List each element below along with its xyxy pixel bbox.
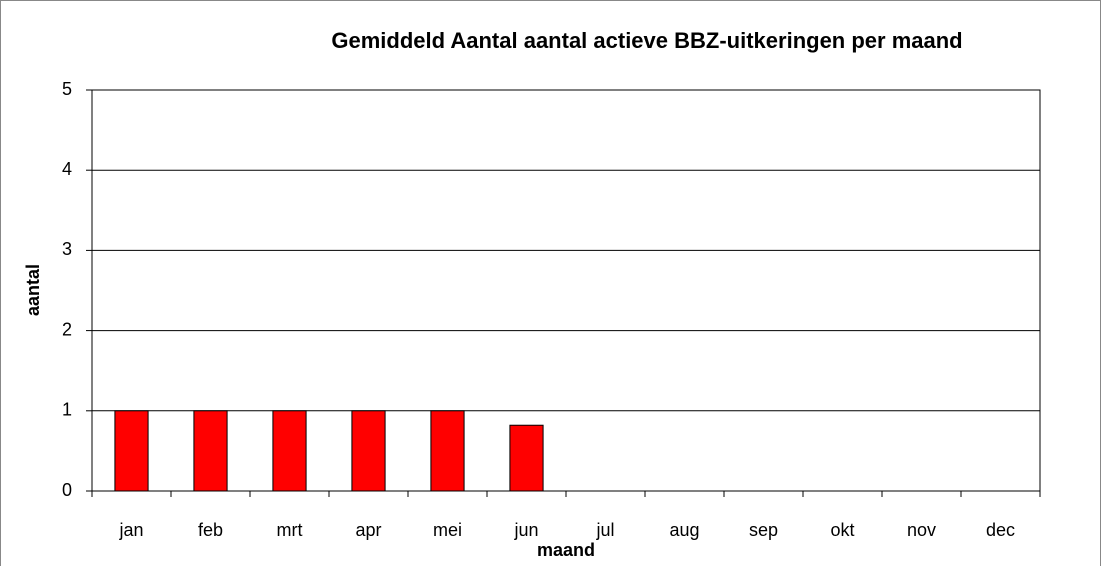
y-axis-title: aantal — [23, 264, 43, 316]
y-tick-label: 4 — [62, 159, 72, 179]
x-tick-label: jun — [513, 520, 538, 540]
x-tick-label: okt — [830, 520, 854, 540]
bar — [193, 410, 228, 492]
x-tick-label: feb — [198, 520, 223, 540]
x-tick-label: sep — [749, 520, 778, 540]
chart-title: Gemiddeld Aantal aantal actieve BBZ-uitk… — [331, 28, 962, 53]
y-tick-label: 5 — [62, 79, 72, 99]
x-axis-title: maand — [537, 540, 595, 560]
y-tick-label: 3 — [62, 239, 72, 259]
x-tick-label: nov — [907, 520, 936, 540]
bar — [272, 410, 307, 492]
bar — [430, 410, 465, 492]
x-tick-label: jul — [595, 520, 614, 540]
plot-area — [91, 89, 1041, 492]
x-tick-label: jan — [118, 520, 143, 540]
bar — [351, 410, 386, 492]
x-tick-label: dec — [986, 520, 1015, 540]
x-tick-label: mrt — [277, 520, 303, 540]
x-tick-label: apr — [355, 520, 381, 540]
y-tick-label: 1 — [62, 400, 72, 420]
x-tick-label: aug — [669, 520, 699, 540]
y-tick-label: 2 — [62, 319, 72, 339]
y-tick-label: 0 — [62, 480, 72, 500]
bar — [509, 424, 544, 492]
x-tick-label: mei — [433, 520, 462, 540]
bar — [114, 410, 149, 492]
